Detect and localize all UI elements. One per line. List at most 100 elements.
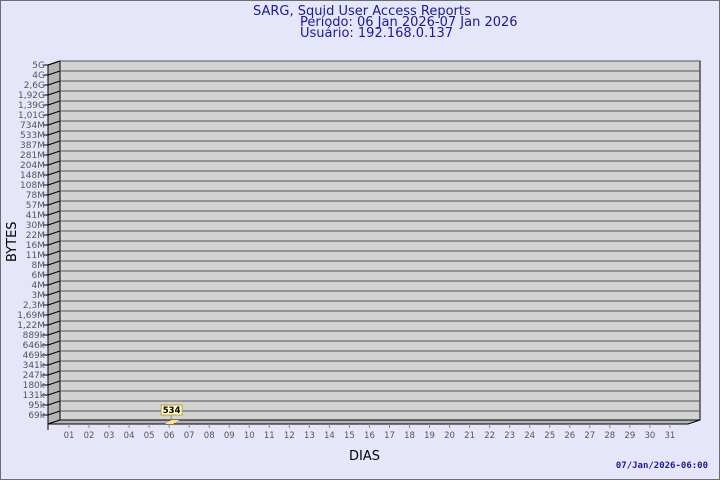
y-tick-slant [47,290,61,296]
y-tick-label: 4G [32,71,45,81]
y-tick-label: 889k [23,331,46,341]
y-tick-slant [47,150,61,156]
y-tick-label: 281M [20,151,45,161]
x-tick-label: 29 [624,431,635,441]
y-tick-label: 108M [20,181,45,191]
y-tick-label: 247k [23,371,46,381]
x-tick-label: 24 [524,431,535,441]
y-tick-label: 69k [28,411,45,421]
y-tick-slant [47,360,61,366]
x-tick-label: 28 [604,431,615,441]
chart-title: SARG, Squid User Access Reports [253,4,471,19]
data-label-box [160,404,183,416]
x-tick-label: 21 [464,431,475,441]
y-tick-label: 1,69M [17,311,45,321]
y-tick-label: 22M [26,231,45,241]
y-tick-slant [47,140,61,146]
x-tick-label: 01 [64,431,75,441]
x-tick-label: 08 [204,431,215,441]
user-label: Usuário: 192.168.0.137 [300,26,454,41]
y-tick-slant [47,90,61,96]
y-tick-slant [47,410,61,416]
y-tick-label: 131k [23,391,46,401]
y-axis-label: BYTES [5,221,20,262]
y-tick-slant [47,80,61,86]
y-tick-label: 30M [26,221,45,231]
y-tick-slant [47,190,61,196]
x-tick-label: 09 [224,431,235,441]
y-tick-label: 1,01G [18,111,45,121]
y-tick-slant [47,130,61,136]
bar-day-06 [165,420,180,424]
x-tick-label: 16 [364,431,375,441]
y-tick-label: 180k [23,381,46,391]
y-tick-label: 16M [26,241,45,251]
x-tick-label: 06 [164,431,175,441]
x-tick-label: 20 [444,431,455,441]
y-tick-slant [47,210,61,216]
x-tick-label: 23 [504,431,515,441]
floor [47,419,701,425]
y-tick-slant [47,240,61,246]
x-tick-label: 04 [124,431,135,441]
x-tick-label: 26 [564,431,575,441]
x-tick-label: 11 [264,431,275,441]
y-tick-slant [47,230,61,236]
y-tick-label: 148M [20,171,45,181]
y-tick-slant [47,330,61,336]
y-tick-label: 8M [32,261,46,271]
y-tick-label: 1,92G [18,91,45,101]
y-tick-label: 57M [26,201,45,211]
x-tick-label: 05 [144,431,155,441]
x-tick-label: 14 [324,431,335,441]
y-tick-slant [47,300,61,306]
y-tick-label: 41M [26,211,45,221]
y-tick-slant [47,180,61,186]
y-tick-slant [47,60,61,66]
y-tick-slant [47,100,61,106]
y-tick-slant [47,250,61,256]
y-tick-label: 469k [23,351,46,361]
y-tick-label: 646k [23,341,46,351]
y-tick-label: 734M [20,121,45,131]
x-axis-label: DIAS [349,449,380,464]
y-tick-slant [47,310,61,316]
y-tick-slant [47,400,61,406]
y-tick-label: 3M [32,291,46,301]
y-tick-label: 78M [26,191,45,201]
y-tick-slant [47,280,61,286]
y-tick-label: 204M [20,161,45,171]
x-tick-label: 07 [184,431,195,441]
x-tick-label: 17 [384,431,395,441]
x-tick-label: 31 [664,431,675,441]
y-tick-slant [47,70,61,76]
y-tick-label: 5G [32,61,45,71]
x-tick-label: 13 [304,431,315,441]
y-tick-label: 6M [32,271,46,281]
x-tick-label: 18 [404,431,415,441]
y-tick-slant [47,270,61,276]
x-tick-label: 12 [284,431,295,441]
timestamp: 07/Jan/2026-06:00 [615,461,708,471]
y-tick-label: 533M [20,131,45,141]
y-tick-slant [47,120,61,126]
x-tick-label: 02 [84,431,95,441]
x-tick-label: 30 [644,431,655,441]
y-tick-label: 4M [32,281,46,291]
x-tick-label: 22 [484,431,495,441]
x-tick-label: 15 [344,431,355,441]
x-tick-label: 19 [424,431,435,441]
y-tick-label: 2,6G [24,81,45,91]
y-tick-label: 11M [26,251,45,261]
x-tick-label: 25 [544,431,555,441]
y-tick-label: 2,3M [23,301,45,311]
period-label: Período: 06 Jan 2026-07 Jan 2026 [300,15,518,30]
y-tick-slant [47,110,61,116]
y-tick-slant [47,320,61,326]
y-tick-slant [47,340,61,346]
y-tick-slant [47,350,61,356]
y-tick-slant [47,390,61,396]
y-tick-label: 341k [23,361,46,371]
y-tick-label: 1,39G [18,101,45,111]
